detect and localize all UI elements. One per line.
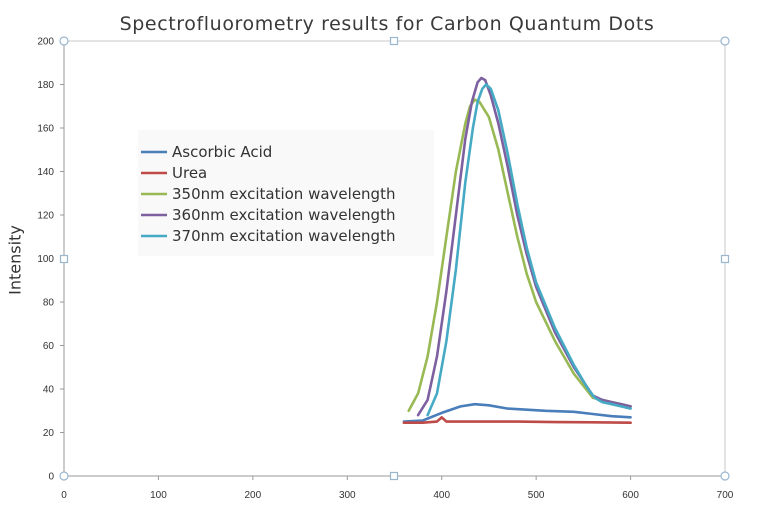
corner-resize-handle[interactable] — [720, 36, 730, 46]
selection-handles[interactable] — [59, 36, 730, 481]
y-tick-label: 160 — [37, 124, 54, 135]
chart-title: Spectrofluorometry results for Carbon Qu… — [119, 13, 655, 35]
series-line — [416, 76, 632, 417]
legend: Ascorbic Acid Urea 350nm excitation wavele… — [138, 130, 434, 256]
legend-box — [138, 130, 434, 256]
legend-label: Ascorbic Acid — [172, 143, 272, 161]
y-tick-label: 120 — [37, 211, 54, 222]
edge-resize-handle[interactable] — [389, 36, 399, 46]
y-tick-label: 20 — [43, 428, 55, 439]
y-tick-label: 140 — [37, 167, 54, 178]
legend-label: 370nm excitation wavelength — [172, 227, 395, 245]
x-tick-label: 500 — [528, 490, 545, 501]
series-line — [426, 83, 632, 417]
y-tick-label: 80 — [43, 298, 55, 309]
x-tick-label: 600 — [622, 490, 639, 501]
y-tick-label: 100 — [37, 254, 54, 265]
chart-frame[interactable] — [63, 40, 726, 477]
edge-resize-handle[interactable] — [389, 471, 399, 481]
y-tick-label: 60 — [43, 341, 55, 352]
legend-label: 360nm excitation wavelength — [172, 206, 395, 224]
x-tick-label: 100 — [150, 490, 167, 501]
y-tick-label: 180 — [37, 80, 54, 91]
axes: 0 100 200 300 400 500 600 700 0 20 40 60 80 100 120 140… — [37, 37, 733, 502]
legend-label: Urea — [172, 164, 207, 182]
edge-resize-handle[interactable] — [59, 254, 69, 264]
corner-resize-handle[interactable] — [720, 471, 730, 481]
x-tick-label: 300 — [339, 490, 356, 501]
x-tick-label: 0 — [61, 490, 67, 501]
series-lines — [402, 76, 632, 424]
x-tick-label: 400 — [433, 490, 450, 501]
legend-label: 350nm excitation wavelength — [172, 185, 395, 203]
y-tick-label: 40 — [43, 385, 55, 396]
series-line — [402, 416, 632, 424]
edge-resize-handle[interactable] — [720, 254, 730, 264]
x-tick-label: 200 — [245, 490, 262, 501]
y-tick-label: 0 — [48, 472, 54, 483]
corner-resize-handle[interactable] — [59, 36, 69, 46]
series-line — [402, 402, 632, 423]
y-tick-label: 200 — [37, 37, 54, 48]
x-tick-label: 700 — [717, 490, 734, 501]
corner-resize-handle[interactable] — [59, 471, 69, 481]
